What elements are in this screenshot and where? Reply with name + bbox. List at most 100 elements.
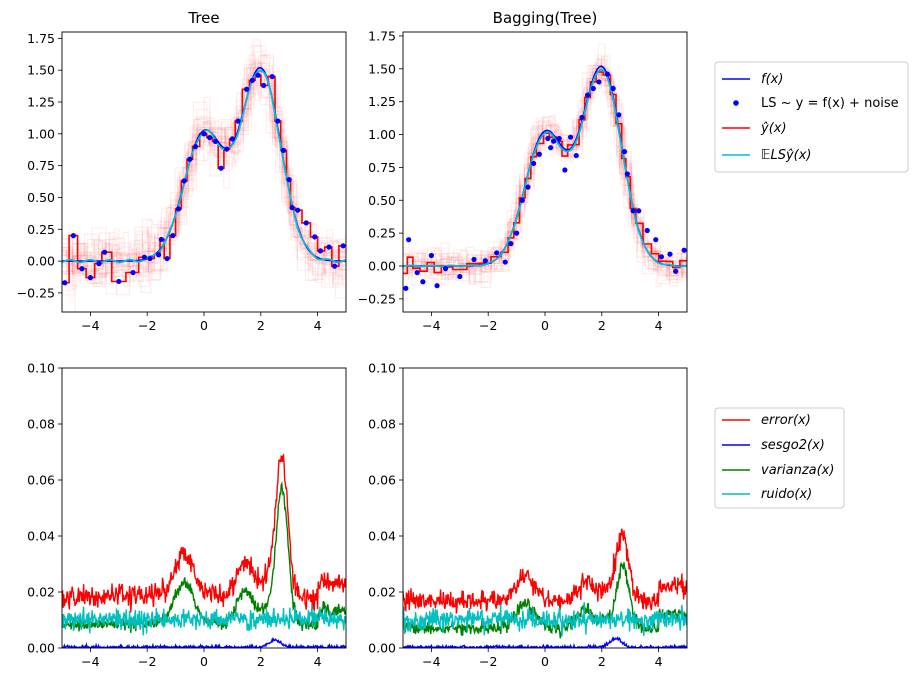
sample-point [224, 146, 230, 152]
sample-point [192, 143, 199, 150]
bootstrap-prediction-line [403, 73, 687, 280]
plot-bagging-prediction: −4 −2 0 2 4 −0.25 0.00 0.25 0.50 0.75 1.00 1.25 1.50… [358, 28, 688, 333]
noise-line [62, 604, 346, 636]
sample-point [235, 118, 241, 124]
legend-bottom: error(x) sesgo2(x) varianza(x) ruido(x) [714, 407, 845, 509]
sample-point [502, 259, 508, 265]
y-tick-label: 0.08 [27, 417, 55, 432]
sample-point [158, 236, 164, 243]
axes-frame [61, 367, 347, 649]
y-tick-label: 0.00 [368, 641, 396, 656]
sample-point [406, 237, 412, 243]
x-tick-label: −4 [422, 318, 440, 333]
sample-point [244, 86, 250, 92]
bootstrap-prediction-line [403, 68, 687, 285]
x-tick-label: 2 [598, 318, 606, 333]
sample-point [653, 237, 659, 243]
sample-point [414, 269, 420, 276]
sample-point [644, 227, 650, 234]
sample-point [79, 266, 85, 272]
plot-tree-decomposition: −4 −2 0 2 4 0.00 0.02 0.04 0.06 0.08 0.10 [27, 361, 347, 669]
legend-label-sesgo: sesgo2(x) [761, 438, 825, 453]
sample-point [508, 241, 514, 247]
sample-point [218, 165, 224, 171]
error-line [62, 453, 346, 613]
y-tick-label: 1.25 [368, 94, 396, 109]
x-tick-label: 2 [257, 318, 265, 333]
legend-label-f: f(x) [761, 72, 783, 87]
sample-point [62, 280, 68, 286]
sample-point [255, 72, 261, 78]
bias-squared-line [62, 637, 346, 648]
sample-point [70, 233, 76, 239]
plot-area [403, 528, 687, 648]
variance-line [62, 481, 346, 633]
bootstrap-prediction-line [62, 67, 346, 281]
bias-squared-line [403, 635, 687, 648]
legend-label-ls: LS ~ y = f(x) + noise [761, 96, 899, 111]
legend-top: f(x) LS ~ y = f(x) + noise ŷ(x) 𝔼LSŷ(x) [714, 61, 909, 173]
sample-point [116, 278, 122, 285]
plot-area [62, 39, 346, 312]
y-tick-label: 0.02 [27, 585, 55, 600]
bootstrap-prediction-line [74, 75, 346, 312]
x-tick-label: −2 [138, 318, 156, 333]
sample-point [681, 247, 687, 253]
legend-label-error: error(x) [761, 413, 811, 428]
x-tick-label: −2 [138, 654, 156, 669]
y-tick-label: 1.50 [27, 63, 55, 78]
x-tick-label: 0 [541, 654, 549, 669]
sample-point [187, 156, 193, 162]
bootstrap-prediction-line [62, 74, 346, 281]
bootstrap-prediction-line [62, 64, 346, 284]
y-tick-label: 0.10 [27, 361, 55, 376]
bootstrap-prediction-line [403, 65, 687, 287]
x-tick-label: 4 [655, 654, 663, 669]
sample-point [457, 273, 463, 280]
sample-point [624, 171, 630, 177]
sample-point [567, 134, 574, 140]
panel-title-tree: Tree [187, 9, 219, 27]
y-tick-label: 1.00 [27, 126, 55, 141]
legend-label-varianza: varianza(x) [761, 463, 834, 478]
sample-point [604, 71, 611, 77]
sample-point [201, 131, 207, 137]
sample-point [147, 255, 153, 262]
y-tick-label: 0.04 [368, 529, 396, 544]
sample-point [87, 275, 93, 281]
sample-point [269, 73, 275, 80]
sample-point [286, 177, 292, 183]
sample-point [420, 279, 426, 285]
y-tick-label: 0.75 [368, 160, 396, 175]
sample-point [667, 251, 673, 257]
sample-point [585, 92, 591, 98]
bootstrap-prediction-line [403, 65, 687, 278]
axes-frame [61, 31, 347, 313]
x-tick-label: −2 [479, 318, 497, 333]
sample-point [525, 184, 531, 190]
sample-point [130, 269, 136, 276]
sample-point [636, 208, 642, 214]
sample-point [545, 135, 551, 142]
x-tick-label: 4 [655, 318, 663, 333]
sample-point [207, 135, 213, 141]
sample-point [96, 261, 102, 267]
sample-point [175, 206, 182, 212]
sample-point [531, 160, 537, 167]
expected-prediction-line [403, 68, 687, 268]
x-tick-label: 4 [314, 654, 322, 669]
sample-point [658, 254, 665, 260]
x-tick-label: 4 [314, 318, 322, 333]
plot-area [62, 453, 346, 648]
x-tick-label: −4 [81, 654, 99, 669]
bootstrap-prediction-line [403, 54, 687, 284]
sample-point [229, 136, 235, 142]
y-tick-label: 0.25 [27, 222, 55, 237]
sample-point [403, 285, 409, 291]
sample-point [590, 85, 596, 92]
plot-area [403, 43, 687, 291]
bootstrap-prediction-line [62, 67, 346, 299]
x-tick-label: 0 [541, 318, 549, 333]
bootstrap-prediction-line [403, 62, 687, 279]
